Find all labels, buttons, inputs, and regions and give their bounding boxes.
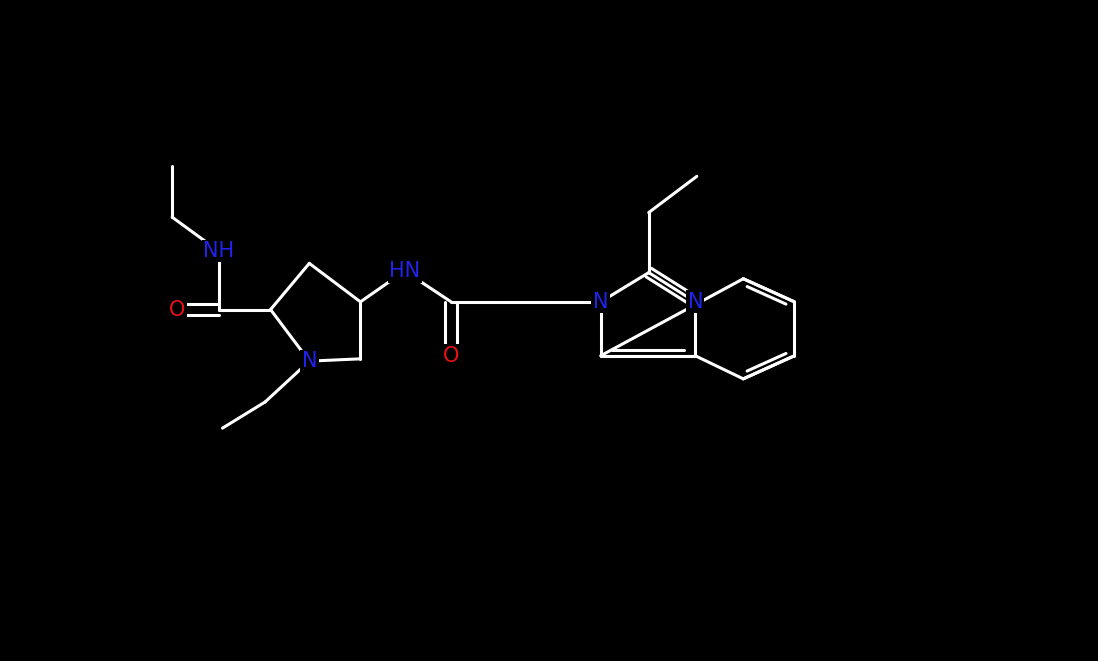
Text: O: O (442, 346, 459, 366)
Text: HN: HN (389, 261, 421, 281)
Text: N: N (302, 351, 317, 371)
Text: O: O (169, 299, 186, 319)
Text: NH: NH (203, 241, 234, 261)
Text: N: N (593, 292, 608, 312)
Text: N: N (687, 292, 703, 312)
